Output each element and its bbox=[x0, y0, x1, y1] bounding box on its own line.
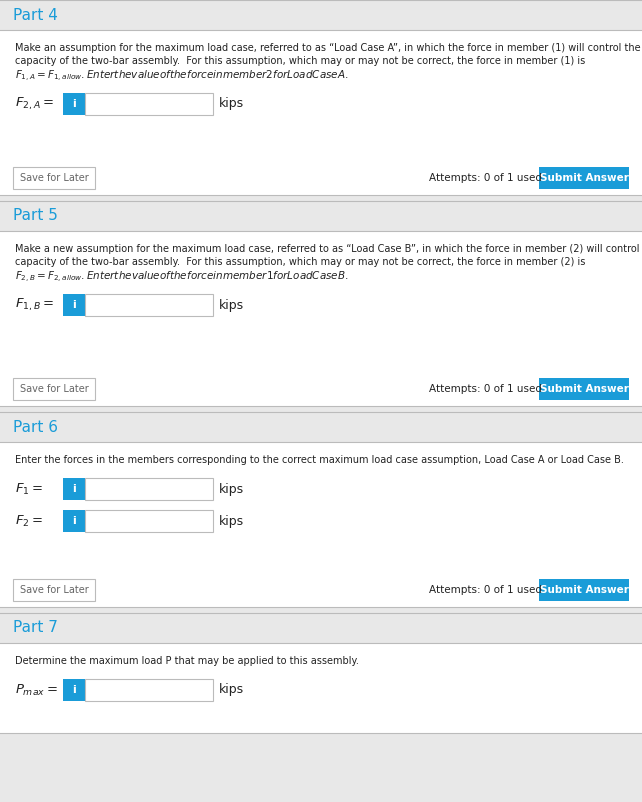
Bar bbox=[539, 378, 629, 400]
Text: Part 4: Part 4 bbox=[13, 7, 58, 22]
Text: Save for Later: Save for Later bbox=[20, 384, 89, 394]
Bar bbox=[0, 30, 642, 195]
Bar bbox=[0, 231, 642, 406]
Bar bbox=[0, 412, 642, 442]
Bar bbox=[63, 478, 85, 500]
Bar bbox=[63, 93, 85, 115]
Bar bbox=[0, 643, 642, 733]
Text: $P_{max} =$: $P_{max} =$ bbox=[15, 683, 58, 698]
Bar bbox=[85, 478, 213, 500]
Text: Make an assumption for the maximum load case, referred to as “Load Case A”, in w: Make an assumption for the maximum load … bbox=[15, 43, 641, 53]
Text: Enter the forces in the members corresponding to the correct maximum load case a: Enter the forces in the members correspo… bbox=[15, 455, 624, 465]
Bar bbox=[85, 294, 213, 316]
Bar bbox=[63, 510, 85, 532]
Bar bbox=[0, 739, 642, 802]
Bar bbox=[63, 294, 85, 316]
Text: kips: kips bbox=[219, 483, 244, 496]
Text: i: i bbox=[72, 99, 76, 109]
Text: Attempts: 0 of 1 used: Attempts: 0 of 1 used bbox=[429, 384, 542, 394]
Text: Attempts: 0 of 1 used: Attempts: 0 of 1 used bbox=[429, 173, 542, 183]
Bar bbox=[0, 442, 642, 607]
Text: $F_{1,B} =$: $F_{1,B} =$ bbox=[15, 297, 54, 314]
Text: Part 7: Part 7 bbox=[13, 621, 58, 635]
Text: Save for Later: Save for Later bbox=[20, 173, 89, 183]
Text: $F_{2,B} = F_{2,allow}. Enter the value of the force in member 1 for Load Case B: $F_{2,B} = F_{2,allow}. Enter the value … bbox=[15, 270, 349, 285]
Bar bbox=[13, 579, 95, 601]
Text: i: i bbox=[72, 685, 76, 695]
Text: Make a new assumption for the maximum load case, referred to as “Load Case B”, i: Make a new assumption for the maximum lo… bbox=[15, 244, 642, 254]
Text: kips: kips bbox=[219, 683, 244, 696]
Bar bbox=[539, 167, 629, 189]
Bar bbox=[0, 0, 642, 30]
Text: capacity of the two-bar assembly.  For this assumption, which may or may not be : capacity of the two-bar assembly. For th… bbox=[15, 257, 586, 267]
Bar bbox=[85, 510, 213, 532]
Text: Submit Answer: Submit Answer bbox=[539, 384, 629, 394]
Text: i: i bbox=[72, 484, 76, 494]
Text: Part 6: Part 6 bbox=[13, 419, 58, 435]
Bar bbox=[63, 679, 85, 701]
Bar bbox=[85, 93, 213, 115]
Text: Attempts: 0 of 1 used: Attempts: 0 of 1 used bbox=[429, 585, 542, 595]
Text: kips: kips bbox=[219, 98, 244, 111]
Bar bbox=[85, 679, 213, 701]
Text: capacity of the two-bar assembly.  For this assumption, which may or may not be : capacity of the two-bar assembly. For th… bbox=[15, 56, 586, 66]
Bar bbox=[0, 613, 642, 643]
Text: i: i bbox=[72, 300, 76, 310]
Bar bbox=[13, 167, 95, 189]
Text: Determine the maximum load P that may be applied to this assembly.: Determine the maximum load P that may be… bbox=[15, 656, 359, 666]
Bar bbox=[539, 579, 629, 601]
Text: $F_{2,A} =$: $F_{2,A} =$ bbox=[15, 95, 54, 112]
Text: $F_2 =$: $F_2 =$ bbox=[15, 513, 43, 529]
Bar bbox=[0, 201, 642, 231]
Text: Submit Answer: Submit Answer bbox=[539, 585, 629, 595]
Bar bbox=[13, 378, 95, 400]
Text: Save for Later: Save for Later bbox=[20, 585, 89, 595]
Text: kips: kips bbox=[219, 298, 244, 311]
Text: kips: kips bbox=[219, 515, 244, 528]
Text: $F_{1,A} = F_{1,allow}. Enter the value of the force in member 2 for Load Case A: $F_{1,A} = F_{1,allow}. Enter the value … bbox=[15, 69, 349, 84]
Text: Submit Answer: Submit Answer bbox=[539, 173, 629, 183]
Text: $F_1 =$: $F_1 =$ bbox=[15, 481, 43, 496]
Text: i: i bbox=[72, 516, 76, 526]
Text: Part 5: Part 5 bbox=[13, 209, 58, 224]
